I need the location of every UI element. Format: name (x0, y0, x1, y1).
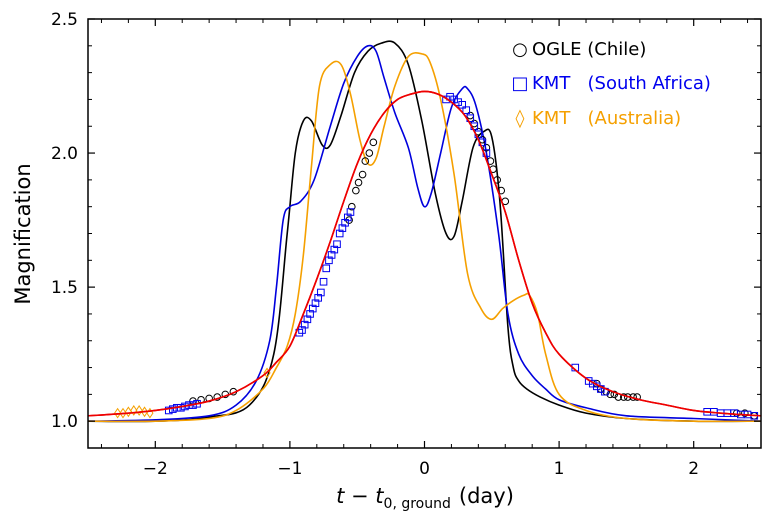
data-point-ogle-chile (365, 149, 374, 157)
data-point-kmt-south-africa (303, 315, 312, 324)
data-point-kmt-south-africa (311, 299, 320, 308)
x-tick-label: 1 (554, 459, 565, 479)
legend-marker-kmt-australia: ◊ (516, 108, 525, 129)
data-points (114, 92, 759, 420)
x-axis-label-sub: 0, ground (384, 496, 451, 512)
x-axis-label-unit: (day) (459, 484, 514, 508)
model-curves (87, 40, 762, 423)
series-line-kmt-australia-model (87, 52, 762, 423)
data-point-kmt-south-africa (454, 98, 462, 106)
data-point-kmt-south-africa (341, 218, 349, 227)
y-tick-label: 1.0 (51, 412, 78, 432)
data-point-kmt-south-africa (308, 304, 317, 313)
data-point-kmt-south-africa (333, 240, 341, 249)
x-tick-label: −2 (143, 459, 168, 479)
y-tick-label: 2.0 (51, 144, 78, 164)
data-point-ogle-chile (358, 170, 367, 179)
data-point-kmt-australia (140, 406, 149, 418)
series-line-kmt-south-africa-model (87, 44, 762, 422)
data-point-kmt-south-africa (450, 95, 458, 104)
data-point-kmt-south-africa (306, 310, 314, 318)
data-point-kmt-south-africa (317, 288, 325, 297)
y-tick-label: 1.5 (51, 278, 78, 298)
data-point-ogle-chile (369, 138, 378, 147)
data-point-kmt-south-africa (462, 106, 471, 114)
data-point-kmt-south-africa (458, 101, 466, 109)
data-point-kmt-australia (124, 406, 132, 418)
series-line-ground-fit (87, 90, 762, 417)
data-point-kmt-australia (135, 405, 143, 416)
legend: ○ OGLE (Chile) □ KMT (South Africa) ◊ KM… (511, 39, 710, 129)
data-point-kmt-south-africa (327, 251, 336, 259)
data-point-ogle-chile (610, 390, 619, 399)
data-point-kmt-south-africa (298, 326, 306, 334)
data-point-kmt-south-africa (325, 256, 333, 265)
data-point-kmt-south-africa (446, 92, 454, 101)
x-axis-label-main: t − t (336, 484, 384, 508)
data-point-ogle-chile (352, 186, 360, 195)
data-point-kmt-south-africa (164, 406, 173, 415)
series-line-ogle-model (87, 40, 762, 423)
series-line-ground-fit-overlay (87, 90, 762, 417)
y-axis-label: Magnification (11, 163, 35, 304)
legend-label-kmt-south-africa: KMT (South Africa) (532, 73, 711, 94)
data-point-kmt-australia (114, 407, 122, 419)
legend-label-ogle: OGLE (Chile) (532, 39, 646, 60)
data-point-ogle-chile (361, 157, 370, 165)
data-point-ogle-chile (348, 202, 356, 211)
data-point-ogle-chile (482, 143, 491, 152)
data-point-ogle-chile (345, 216, 353, 224)
legend-marker-ogle: ○ (512, 39, 528, 60)
data-point-kmt-south-africa (322, 264, 331, 273)
data-point-kmt-south-africa (442, 95, 450, 104)
x-tick-label: −1 (277, 459, 302, 479)
y-tick-label: 2.5 (51, 10, 78, 30)
data-point-kmt-south-africa (300, 320, 309, 329)
legend-label-kmt-australia: KMT (Australia) (532, 108, 681, 129)
data-point-kmt-south-africa (343, 213, 352, 222)
x-tick-label: 2 (688, 459, 699, 479)
data-point-kmt-south-africa (335, 229, 344, 238)
data-point-kmt-south-africa (584, 377, 593, 385)
data-point-kmt-south-africa (319, 277, 328, 286)
legend-marker-kmt-south-africa: □ (511, 73, 528, 94)
data-point-kmt-south-africa (346, 208, 355, 216)
x-tick-label: 0 (419, 459, 430, 479)
data-point-ogle-chile (633, 393, 641, 401)
x-axis-label: t − t0, ground (day) (336, 484, 514, 512)
data-point-kmt-south-africa (330, 245, 339, 254)
data-point-kmt-australia (146, 407, 154, 419)
data-point-ogle-chile (741, 409, 749, 417)
data-point-ogle-chile (354, 178, 363, 187)
data-point-kmt-south-africa (314, 294, 322, 302)
data-point-kmt-australia (130, 405, 138, 416)
data-point-kmt-south-africa (338, 224, 347, 232)
axis-ticks: −2 −1 0 1 2 1.0 1.5 2.0 2.5 (51, 10, 761, 479)
